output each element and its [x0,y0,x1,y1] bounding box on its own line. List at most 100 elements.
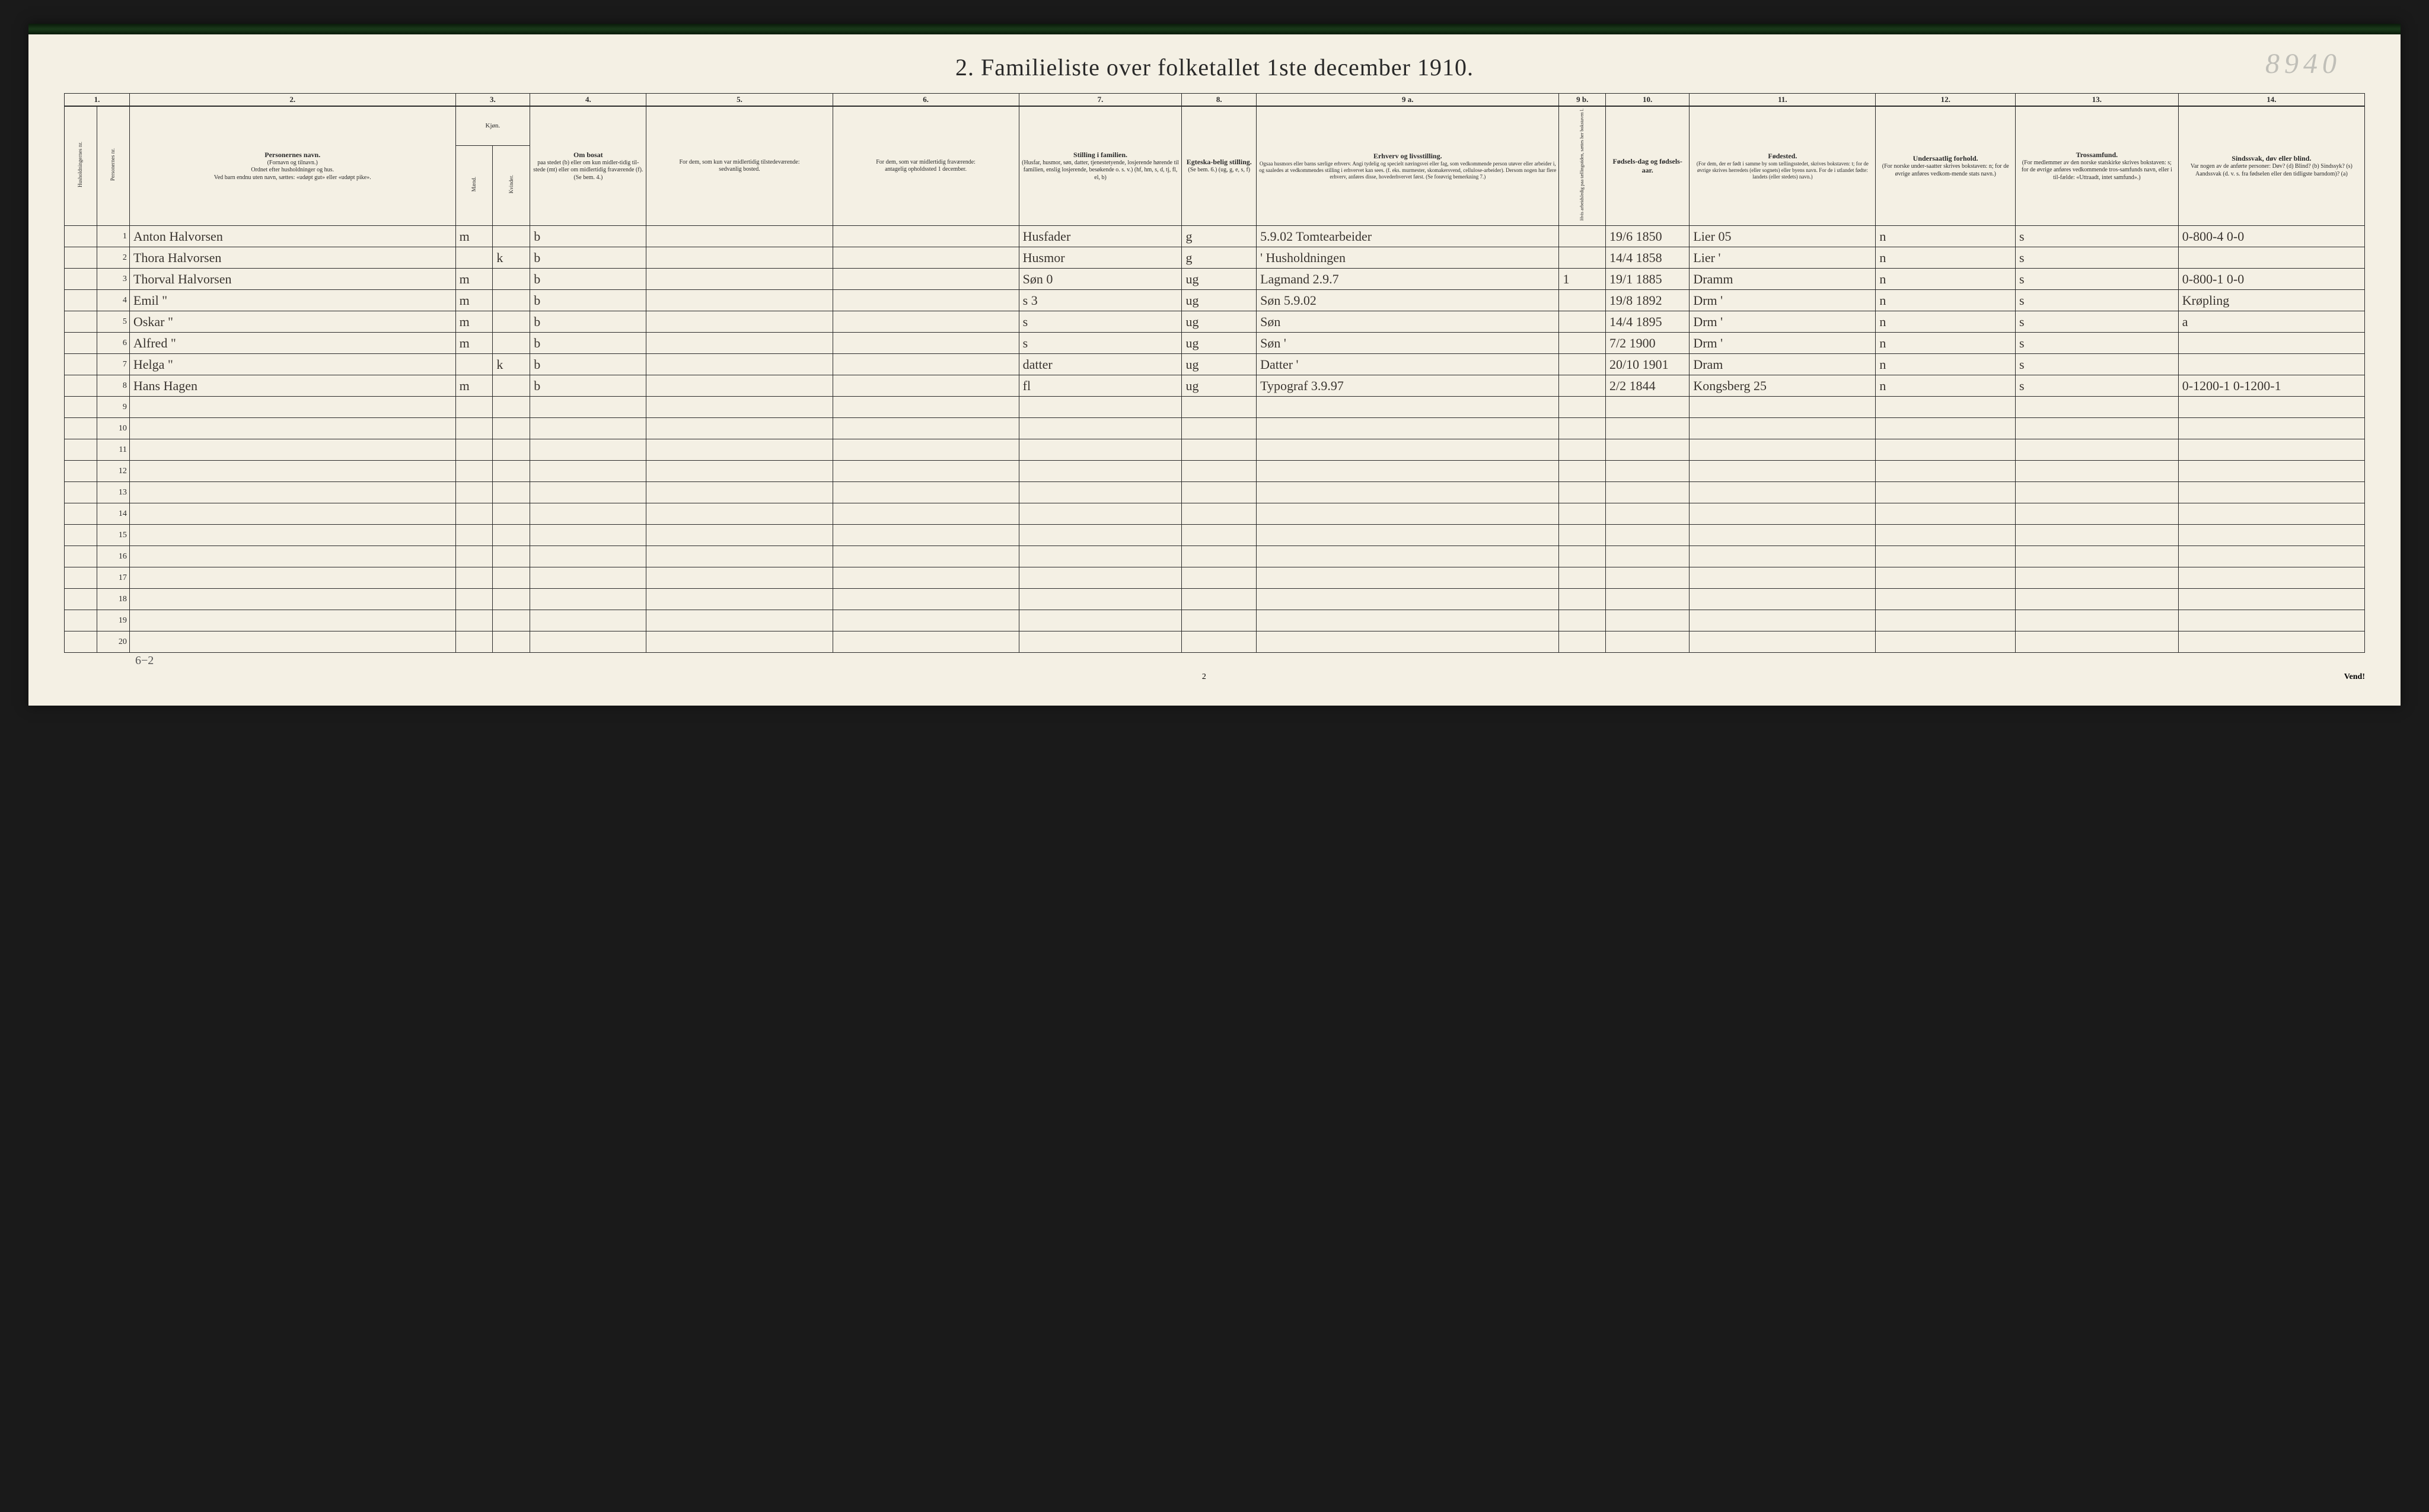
sex-k-cell [493,589,530,610]
page-title: 2. Familieliste over folketallet 1ste de… [955,53,1474,81]
table-row: 5Oskar "mbsugSøn14/4 1895Drm 'nsa [65,311,2365,333]
temp-absent-cell [833,439,1019,461]
col-num-9b: 9 b. [1559,94,1606,107]
marital-cell: g [1182,247,1257,269]
family-pos-cell [1019,567,1182,589]
temp-absent-cell [833,311,1019,333]
family-pos-cell: s [1019,311,1182,333]
disability-cell: 0-800-1 0-0 [2178,269,2364,290]
disability-cell [2178,482,2364,503]
occupation-cell: Søn 5.9.02 [1257,290,1559,311]
census-table: 1. 2. 3. 4. 5. 6. 7. 8. 9 a. 9 b. 10. 11… [64,93,2365,653]
temp-present-cell [646,375,833,397]
sex-m-cell: m [455,333,493,354]
family-pos-cell [1019,546,1182,567]
marital-cell [1182,525,1257,546]
residence-cell: b [530,354,646,375]
col-num-5: 5. [646,94,833,107]
disability-cell [2178,546,2364,567]
person-no-cell: 19 [97,610,129,631]
disability-cell [2178,354,2364,375]
temp-absent-cell [833,290,1019,311]
birthdate-cell [1606,482,1690,503]
table-header: 1. 2. 3. 4. 5. 6. 7. 8. 9 a. 9 b. 10. 11… [65,94,2365,226]
disability-cell [2178,333,2364,354]
religion-cell [2015,397,2178,418]
occupation-cell [1257,418,1559,439]
birthplace-cell: Kongsberg 25 [1690,375,1876,397]
marital-cell [1182,546,1257,567]
disability-cell [2178,631,2364,653]
name-cell [129,439,455,461]
family-pos-cell [1019,482,1182,503]
col-num-11: 11. [1690,94,1876,107]
residence-cell: b [530,333,646,354]
marital-cell: g [1182,226,1257,247]
birthplace-cell: Dramm [1690,269,1876,290]
residence-cell [530,482,646,503]
name-cell: Thora Halvorsen [129,247,455,269]
temp-present-cell [646,589,833,610]
table-row: 17 [65,567,2365,589]
residence-cell [530,439,646,461]
occupation-cell: Datter ' [1257,354,1559,375]
sex-k-cell [493,397,530,418]
unemployed-cell [1559,631,1606,653]
birthdate-cell [1606,567,1690,589]
marital-cell: ug [1182,311,1257,333]
temp-absent-cell [833,333,1019,354]
hdr-nationality: Undersaatlig forhold. (For norske under-… [1876,106,2016,225]
residence-cell [530,503,646,525]
household-no-cell [65,354,97,375]
birthdate-cell: 19/8 1892 [1606,290,1690,311]
disability-cell [2178,610,2364,631]
col-num-7: 7. [1019,94,1182,107]
table-row: 11 [65,439,2365,461]
nationality-cell: n [1876,226,2016,247]
household-no-cell [65,333,97,354]
household-no-cell [65,439,97,461]
birthdate-cell: 7/2 1900 [1606,333,1690,354]
family-pos-cell [1019,461,1182,482]
unemployed-cell: 1 [1559,269,1606,290]
household-no-cell [65,546,97,567]
household-no-cell [65,567,97,589]
col-num-6: 6. [833,94,1019,107]
sex-m-cell [455,439,493,461]
sex-k-cell: k [493,247,530,269]
marital-cell [1182,610,1257,631]
household-no-cell [65,290,97,311]
occupation-cell [1257,546,1559,567]
unemployed-cell [1559,311,1606,333]
family-pos-cell [1019,631,1182,653]
sex-k-cell [493,418,530,439]
residence-cell [530,546,646,567]
sex-k-cell: k [493,354,530,375]
person-no-cell: 16 [97,546,129,567]
temp-absent-cell [833,503,1019,525]
family-pos-cell: Husfader [1019,226,1182,247]
unemployed-cell [1559,503,1606,525]
sex-k-cell [493,311,530,333]
unemployed-cell [1559,461,1606,482]
tally-note: 6−2 [64,654,2365,668]
temp-absent-cell [833,610,1019,631]
hdr-marital: Egteska-belig stilling. (Se bem. 6.) (ug… [1182,106,1257,225]
sex-k-cell [493,439,530,461]
person-no-cell: 10 [97,418,129,439]
person-no-cell: 9 [97,397,129,418]
temp-absent-cell [833,269,1019,290]
birthdate-cell: 19/6 1850 [1606,226,1690,247]
temp-present-cell [646,397,833,418]
nationality-cell [1876,567,2016,589]
sex-k-cell [493,290,530,311]
temp-absent-cell [833,589,1019,610]
household-no-cell [65,311,97,333]
sex-m-cell [455,461,493,482]
household-no-cell [65,525,97,546]
hdr-person-no: Personernes nr. [97,106,129,225]
marital-cell [1182,461,1257,482]
disability-cell: a [2178,311,2364,333]
sex-m-cell: m [455,311,493,333]
col-num-4: 4. [530,94,646,107]
